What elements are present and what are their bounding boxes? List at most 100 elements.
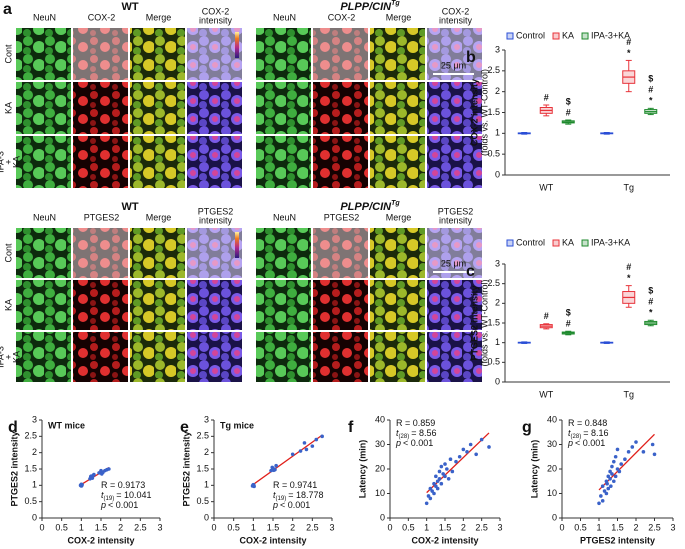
point [619,462,623,466]
chart-title: WT mice [48,420,85,430]
y-tick-label: 2.5 [487,278,500,288]
column-header: Merge [146,12,172,22]
x-tick-label: 0.5 [574,522,587,532]
y-tick-label: 1 [32,480,37,490]
point [271,468,276,473]
y-tick-label: 2.5 [196,431,209,441]
point [487,445,491,449]
micrograph [130,280,185,330]
point [432,491,436,496]
micrograph [256,228,311,278]
x-tick-label: 1 [424,522,429,532]
point [274,463,278,468]
micrograph [313,228,368,278]
point [609,484,613,488]
x-tick-label: 1 [79,522,84,532]
point [606,486,611,491]
micrograph [73,82,128,134]
y-tick-label: 1 [495,128,500,138]
micrograph [427,28,482,80]
point [641,450,646,454]
point [602,489,607,493]
point [428,486,433,491]
x-axis-label: COX-2 intensity [239,535,306,545]
column-header: COX-2 [328,12,356,22]
micrograph [370,28,425,80]
y-tick-label: 2 [495,86,500,96]
micrograph [130,28,185,80]
stat-line: t(19) = 10.041 [101,490,151,501]
x-tick-label: 0 [387,522,392,532]
column-header: COX-2 [202,6,230,16]
micrograph [370,82,425,134]
y-tick-label: 1.5 [24,463,37,473]
point [612,479,616,484]
micrograph [73,28,128,80]
point [99,472,104,476]
y-tick-label: 40 [375,414,385,424]
y-tick-label: 0 [380,512,385,522]
stat-sub: (19) [276,496,287,502]
x-tick-label: 1.5 [611,522,624,532]
x-tick-label: 0.5 [227,522,240,532]
stat-sub: (28) [399,434,410,440]
point [612,459,616,464]
point [448,457,453,462]
panel-letter: d [8,419,18,436]
x-tick-label: 2.5 [648,522,661,532]
micrograph [73,280,128,330]
column-header: NeuN [273,12,296,22]
point [450,469,455,474]
point [605,481,609,486]
micrograph [16,228,71,278]
point [79,482,84,487]
micrograph [187,82,242,134]
scale-bar-label: 25 μm [441,258,466,268]
point [608,469,612,474]
stat-line: p < 0.001 [395,438,433,448]
legend-swatch [552,32,560,40]
point [432,481,436,486]
column-header: NeuN [33,12,56,22]
stat-text: t [273,490,276,500]
panel-letter: c [466,263,475,280]
point [290,452,295,457]
micrograph [256,28,311,80]
significance-mark: # [626,262,631,272]
point [270,465,275,470]
x-tick-label: 0 [559,522,564,532]
stat-line: t(19) = 18.778 [273,490,323,501]
micrograph [370,280,425,330]
point [310,444,315,448]
point [434,474,438,479]
micrograph [427,228,482,278]
point [615,447,620,452]
x-tick-label: 2 [461,522,466,532]
point [626,450,631,454]
x-tick-label: 2.5 [306,522,319,532]
point [107,467,111,471]
significance-mark: $ [566,96,571,106]
point [314,437,319,442]
x-tick-label: 2.5 [475,522,488,532]
micrograph [130,136,185,188]
micrograph [16,28,71,80]
point [437,469,442,474]
y-tick-label: 0.5 [487,149,500,159]
row-label: IPA-3 [0,346,5,368]
legend-label: IPA-3+KA [591,30,630,40]
point [443,474,447,479]
significance-mark: # [544,311,549,321]
panel-letter: f [348,419,354,436]
column-header: PTGES2 [438,206,474,216]
y-tick-label: 2 [32,447,37,457]
y-tick-label: 40 [547,414,557,424]
point [426,494,431,498]
micrograph [73,332,128,382]
x-tick-label: 2 [118,522,123,532]
point [650,442,655,447]
group-title-text: PLPP/CIN [340,201,392,213]
y-tick-label: 3 [495,44,500,54]
point [600,484,605,488]
point [435,486,440,491]
